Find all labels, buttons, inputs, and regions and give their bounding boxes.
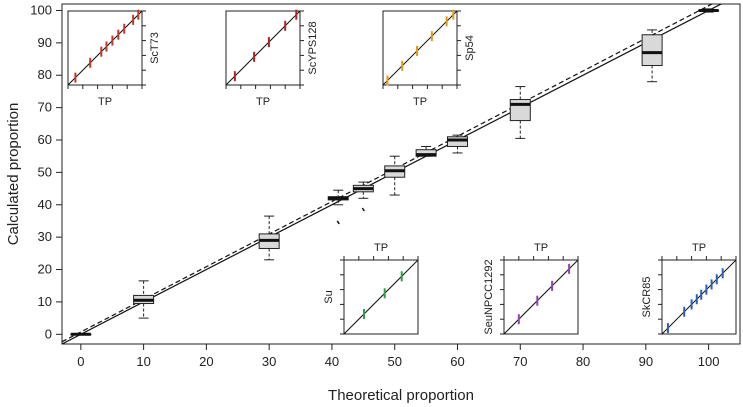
inset-name: SkCR85 — [641, 277, 653, 318]
box-91 — [641, 29, 663, 83]
box-body — [447, 136, 468, 147]
inset-name: ScYPS128 — [307, 21, 319, 74]
inset-name: SeuNPCC1292 — [483, 259, 495, 334]
x-tick-label: 10 — [136, 354, 150, 369]
x-tick-label: 0 — [77, 354, 84, 369]
y-tick-label: 60 — [38, 132, 52, 147]
inset-Su: TP Su — [323, 242, 419, 335]
x-tick-label: 60 — [450, 354, 464, 369]
inset-name: Su — [323, 290, 335, 303]
box-70 — [509, 86, 531, 139]
y-tick-label: 70 — [38, 100, 52, 115]
box-41 — [327, 189, 349, 225]
box-0 — [70, 332, 92, 336]
y-tick-label: 40 — [38, 197, 52, 212]
inset-diagonal — [67, 10, 143, 86]
y-tick-label: 0 — [45, 326, 52, 341]
x-tick-label: 80 — [576, 354, 590, 369]
box-30 — [258, 215, 280, 261]
x-tick-label: 70 — [513, 354, 527, 369]
outlier-mark — [361, 207, 365, 212]
axes-layer: 0 10 20 30 40 50 60 70 80 90 100 0 10 20 30 40 50 60 70 80 9… — [30, 2, 719, 369]
inset-diagonal — [225, 10, 301, 86]
y-tick-label: 20 — [38, 262, 52, 277]
insets-layer: TP ScT73 TP ScYPS128 TP Sp54 TP Su TP SeuNPCC1292… — [67, 9, 737, 335]
y-tick-label: 100 — [30, 2, 52, 17]
inset-name: Sp54 — [464, 35, 476, 61]
x-tick-label: 20 — [199, 354, 213, 369]
inset-Sp54: TP Sp54 — [382, 9, 476, 108]
box-50 — [384, 155, 406, 196]
y-tick-label: 80 — [38, 67, 52, 82]
x-tick-label: 90 — [639, 354, 653, 369]
box-10 — [133, 280, 155, 319]
inset-xlabel: TP — [692, 242, 706, 254]
inset-diagonal — [503, 259, 579, 335]
x-tick-label: 50 — [387, 354, 401, 369]
inset-diagonal — [343, 259, 419, 335]
box-100 — [698, 8, 720, 13]
y-tick-label: 90 — [38, 35, 52, 50]
box-body — [509, 99, 531, 122]
inset-xlabel: TP — [98, 96, 112, 108]
x-axis-label: Theoretical proportion — [328, 387, 474, 404]
plot-frame — [61, 3, 741, 345]
inset-ScT73: TP ScT73 — [67, 9, 161, 108]
boxes-layer — [70, 8, 720, 336]
box-body — [641, 34, 663, 67]
inset-xlabel: TP — [256, 96, 270, 108]
box-60 — [447, 134, 468, 154]
inset-ScYPS128: TP ScYPS128 — [225, 9, 319, 108]
y-tick-label: 30 — [38, 229, 52, 244]
inset-SeuNPCC1292: TP SeuNPCC1292 — [483, 242, 579, 335]
x-tick-label: 40 — [325, 354, 339, 369]
y-tick-label: 10 — [38, 294, 52, 309]
box-45 — [352, 181, 374, 212]
y-tick-label: 50 — [38, 164, 52, 179]
outlier-mark — [336, 220, 340, 225]
inset-SkCR85: TP SkCR85 — [641, 242, 737, 335]
box-55 — [415, 145, 437, 157]
inset-xlabel: TP — [413, 96, 427, 108]
inset-diagonal — [382, 10, 458, 86]
y-axis-label: Calculated proportion — [5, 103, 22, 246]
inset-name: ScT73 — [149, 32, 161, 64]
inset-xlabel: TP — [374, 242, 388, 254]
x-tick-label: 100 — [698, 354, 720, 369]
reference-line-fit — [62, 4, 714, 343]
inset-xlabel: TP — [534, 242, 548, 254]
x-tick-label: 30 — [262, 354, 276, 369]
box-body — [415, 149, 437, 157]
